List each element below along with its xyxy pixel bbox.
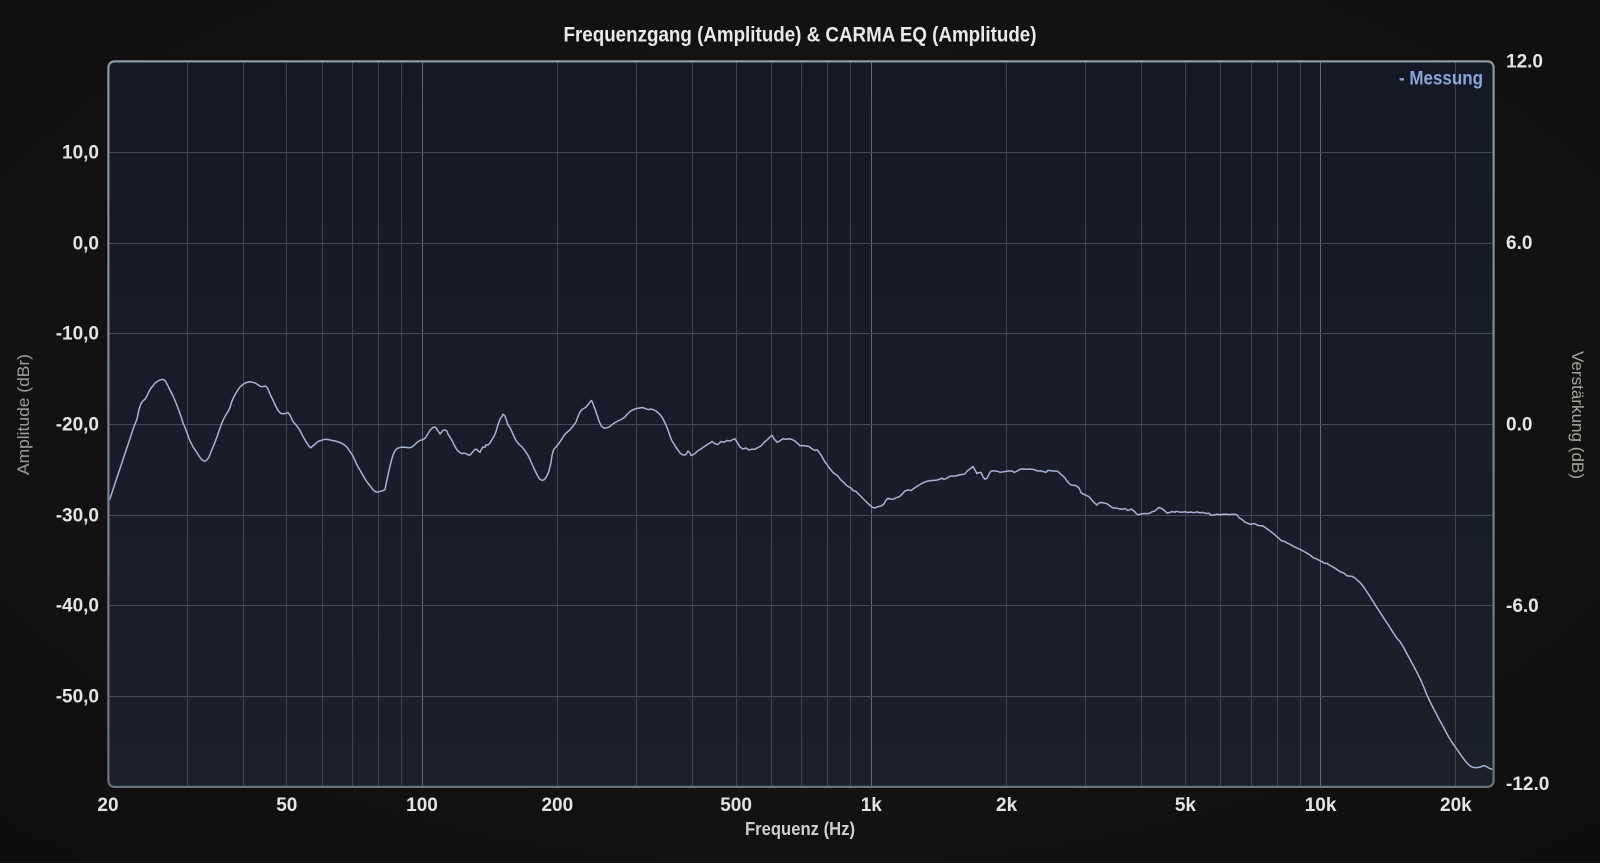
svg-text:100: 100: [406, 795, 438, 816]
svg-text:-20,0: -20,0: [56, 415, 99, 436]
svg-text:Amplitude (dBr): Amplitude (dBr): [14, 354, 33, 475]
svg-text:0,0: 0,0: [73, 234, 99, 255]
svg-text:-6.0: -6.0: [1506, 596, 1539, 617]
svg-text:Frequenzgang (Amplitude) & CAR: Frequenzgang (Amplitude) & CARMA EQ (Amp…: [564, 24, 1037, 47]
svg-text:2k: 2k: [996, 795, 1018, 816]
svg-text:50: 50: [276, 795, 297, 816]
svg-text:-10,0: -10,0: [56, 324, 99, 345]
svg-text:-30,0: -30,0: [56, 506, 99, 527]
svg-text:-12.0: -12.0: [1506, 774, 1549, 795]
svg-text:-50,0: -50,0: [56, 687, 99, 708]
svg-text:-40,0: -40,0: [56, 596, 99, 617]
svg-text:- Messung: - Messung: [1399, 69, 1483, 90]
svg-text:12.0: 12.0: [1506, 52, 1543, 73]
svg-text:0.0: 0.0: [1506, 415, 1532, 436]
svg-text:5k: 5k: [1175, 795, 1197, 816]
svg-text:20: 20: [97, 795, 118, 816]
svg-text:6.0: 6.0: [1506, 233, 1532, 254]
svg-text:1k: 1k: [861, 795, 883, 816]
svg-text:Frequenz (Hz): Frequenz (Hz): [745, 819, 855, 839]
svg-text:10k: 10k: [1305, 795, 1337, 816]
svg-text:500: 500: [720, 795, 752, 816]
svg-text:200: 200: [541, 795, 573, 816]
svg-text:Verstärkung (dB): Verstärkung (dB): [1568, 351, 1587, 479]
svg-text:10,0: 10,0: [62, 143, 99, 164]
svg-text:20k: 20k: [1440, 795, 1472, 816]
